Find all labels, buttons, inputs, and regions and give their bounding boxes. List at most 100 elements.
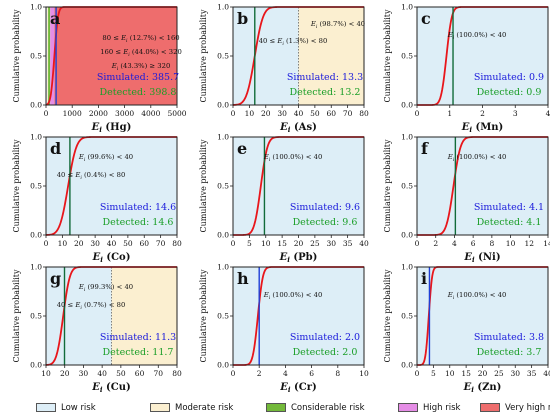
x-tick-label: 0 xyxy=(231,369,236,378)
legend-label: Low risk xyxy=(61,402,96,413)
y-tick-label: 0.0 xyxy=(401,231,413,240)
x-tick-label: 14 xyxy=(543,239,550,248)
x-axis-label: Ei (Cr) xyxy=(279,382,316,394)
x-tick-label: 6 xyxy=(471,239,476,248)
x-tick-label: 60 xyxy=(139,239,149,248)
x-tick-label: 0 xyxy=(415,239,420,248)
legend-item: Very high risk xyxy=(480,401,550,414)
legend-item: Moderate risk xyxy=(150,401,233,414)
y-tick-label: 0.5 xyxy=(401,182,413,191)
x-tick-label: 15 xyxy=(277,239,287,248)
x-tick-label: 5000 xyxy=(167,109,186,118)
risk-annotation: 80 ≤ Ei (12.7%) < 160 xyxy=(102,34,179,44)
risk-band xyxy=(54,7,177,105)
panel-letter: d xyxy=(50,139,61,158)
risk-annotation: Ei (99.3%) < 40 xyxy=(78,283,133,293)
y-tick-label: 1.0 xyxy=(401,263,413,272)
risk-band xyxy=(417,137,548,235)
x-tick-label: 10 xyxy=(506,239,516,248)
y-axis-label: Cumulative probability xyxy=(12,9,21,103)
y-tick-label: 1.0 xyxy=(217,133,229,142)
y-axis-label: Cumulative probability xyxy=(199,9,208,103)
y-tick-label: 1.0 xyxy=(401,3,413,12)
simulated-label: Simulated: 3.8 xyxy=(474,332,544,343)
x-tick-label: 3000 xyxy=(115,109,134,118)
x-tick-label: 20 xyxy=(261,109,271,118)
x-tick-label: 4 xyxy=(546,109,550,118)
x-tick-label: 30 xyxy=(79,369,89,378)
x-tick-label: 10 xyxy=(359,369,369,378)
y-tick-label: 0.0 xyxy=(401,101,413,110)
x-tick-label: 35 xyxy=(527,369,537,378)
panel-letter: f xyxy=(421,139,429,158)
panel-e: e Ei (100.0%) < 40 Simulated: 9.6 Detected:… xyxy=(199,133,369,264)
risk-band xyxy=(47,7,49,105)
risk-band xyxy=(233,137,364,235)
panel-letter: g xyxy=(50,269,61,288)
y-tick-label: 1.0 xyxy=(217,263,229,272)
risk-annotation: Ei (98.7%) < 40 xyxy=(310,20,365,30)
x-tick-label: 40 xyxy=(107,239,117,248)
detected-label: Detected: 4.1 xyxy=(477,217,542,228)
detected-label: Detected: 11.7 xyxy=(103,347,174,358)
panel-d: d Ei (99.6%) < 40 40 ≤ Ei (0.4%) < 80 Simul… xyxy=(12,133,182,264)
y-axis-label: Cumulative probability xyxy=(199,269,208,363)
x-axis-label: Ei (Mn) xyxy=(461,122,504,134)
legend-label: Moderate risk xyxy=(175,402,234,413)
x-tick-label: 15 xyxy=(461,369,471,378)
risk-annotation: 40 ≤ Ei (0.4%) < 80 xyxy=(57,171,126,181)
risk-annotation: Ei (99.6%) < 40 xyxy=(78,153,133,163)
risk-band xyxy=(46,7,48,105)
panel-i: i Ei (100.0%) < 40 Simulated: 3.8 Detected:… xyxy=(383,263,550,394)
simulated-label: Simulated: 0.9 xyxy=(474,72,544,83)
panel-letter: e xyxy=(237,139,247,158)
risk-band xyxy=(111,267,177,365)
x-tick-label: 30 xyxy=(277,109,287,118)
panel-h: h Ei (100.0%) < 40 Simulated: 2.0 Detected:… xyxy=(199,263,369,394)
simulated-label: Simulated: 13.3 xyxy=(287,72,363,83)
x-tick-label: 6 xyxy=(309,369,314,378)
y-tick-label: 0.0 xyxy=(217,101,229,110)
x-tick-label: 8 xyxy=(489,239,494,248)
x-tick-label: 20 xyxy=(478,369,488,378)
risk-annotation: Ei (100.0%) < 40 xyxy=(447,153,507,163)
y-tick-label: 1.0 xyxy=(217,3,229,12)
simulated-label: Simulated: 385.7 xyxy=(97,72,179,83)
x-tick-label: 5 xyxy=(247,239,252,248)
risk-band xyxy=(417,7,548,105)
x-tick-label: 10 xyxy=(445,369,455,378)
risk-annotation: 40 ≤ Ei (1.3%) < 80 xyxy=(259,37,328,47)
x-tick-label: 30 xyxy=(90,239,100,248)
simulated-label: Simulated: 9.6 xyxy=(290,202,360,213)
x-tick-label: 10 xyxy=(245,109,255,118)
y-tick-label: 0.5 xyxy=(217,182,229,191)
x-tick-label: 20 xyxy=(74,239,84,248)
x-axis-label: Ei (Co) xyxy=(92,252,131,264)
y-tick-label: 1.0 xyxy=(30,3,42,12)
x-tick-label: 50 xyxy=(123,239,133,248)
risk-band xyxy=(48,7,51,105)
simulated-label: Simulated: 2.0 xyxy=(290,332,360,343)
x-tick-label: 40 xyxy=(97,369,107,378)
x-tick-label: 5 xyxy=(431,369,436,378)
x-tick-label: 4 xyxy=(452,239,457,248)
panel-letter: i xyxy=(421,269,427,288)
x-tick-label: 10 xyxy=(41,369,51,378)
x-tick-label: 50 xyxy=(310,109,320,118)
x-tick-label: 70 xyxy=(154,369,164,378)
x-tick-label: 1000 xyxy=(63,109,82,118)
panel-f: f Ei (100.0%) < 40 Simulated: 4.1 Detected:… xyxy=(383,133,550,264)
x-tick-label: 2 xyxy=(433,239,438,248)
legend-item: Considerable risk xyxy=(266,401,365,414)
panel-b: b Ei (98.7%) < 40 40 ≤ Ei (1.3%) < 80 Simul… xyxy=(199,3,369,134)
risk-band xyxy=(50,7,55,105)
x-tick-label: 10 xyxy=(261,239,271,248)
x-tick-label: 4000 xyxy=(141,109,160,118)
y-tick-label: 0.5 xyxy=(30,312,42,321)
x-axis-label: Ei (Hg) xyxy=(91,122,132,134)
legend-swatch xyxy=(398,403,418,412)
legend-label: Very high risk xyxy=(505,402,550,413)
y-axis-label: Cumulative probability xyxy=(383,9,392,103)
risk-annotation: 40 ≤ Ei (0.7%) < 80 xyxy=(57,301,126,311)
